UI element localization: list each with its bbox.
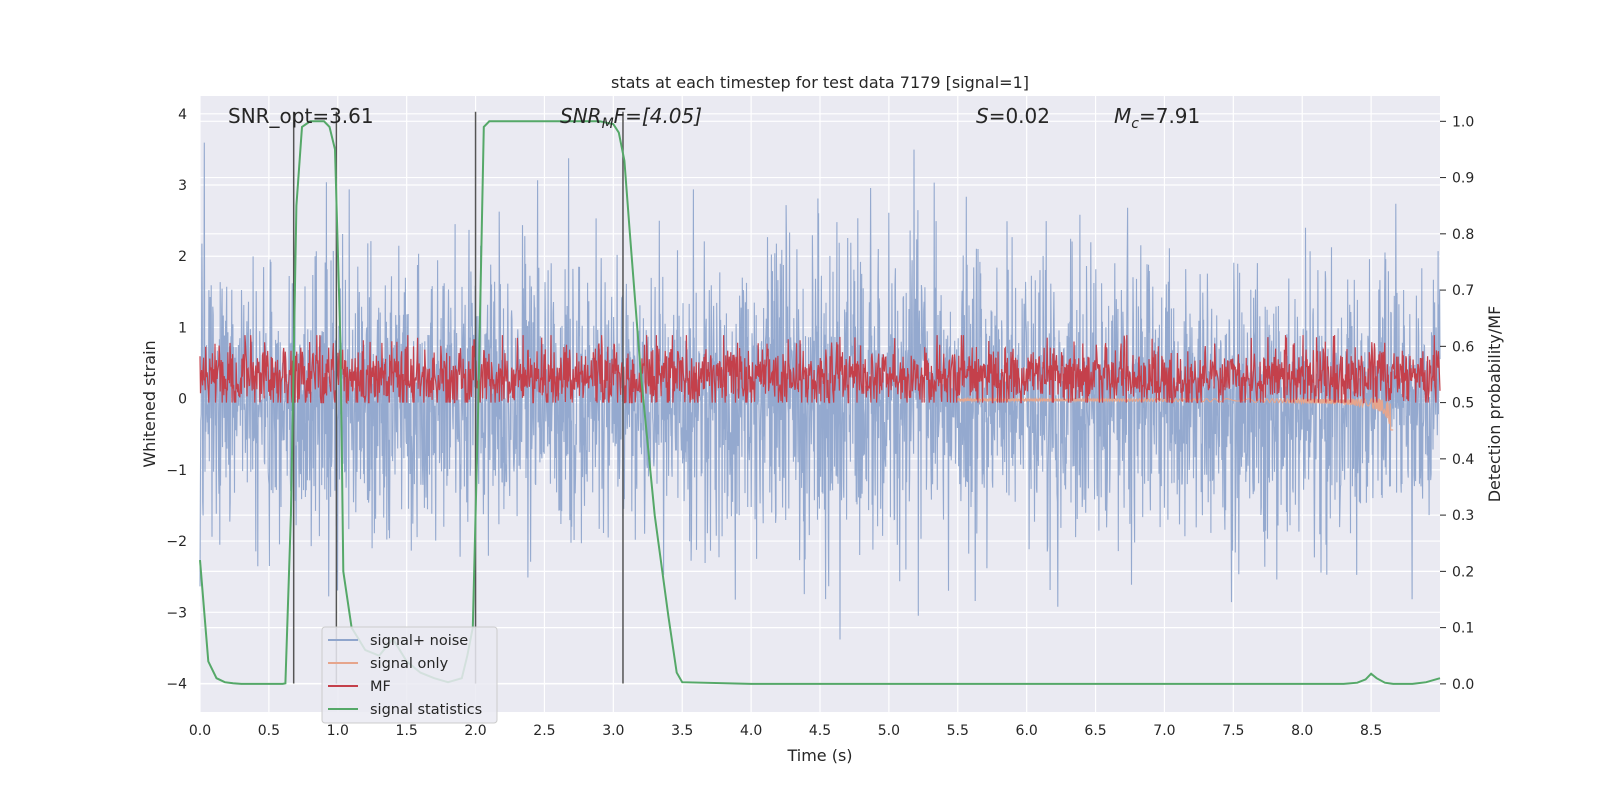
y-right-tick-8: 0.2	[1452, 564, 1474, 580]
y-left-tick-3: 1	[178, 320, 187, 336]
y-left-tick-4: 0	[178, 392, 187, 408]
s-rest: =0.02	[989, 104, 1050, 128]
y-right-tick-9: 0.1	[1452, 621, 1474, 637]
y-right-tick-6: 0.4	[1452, 452, 1474, 468]
y-right-tick-5: 0.5	[1452, 396, 1474, 412]
y-right-tick-3: 0.7	[1452, 283, 1474, 299]
legend: signal+ noise signal only MF signal stat…	[321, 626, 498, 724]
annotation-s: S=0.02	[976, 104, 1050, 128]
signal-statistics-series	[199, 120, 1441, 685]
mc-main: M	[1114, 104, 1131, 128]
y-left-axis-ticks: 4 3 2 1 0 −1 −2 −3 −4	[166, 107, 187, 693]
annotation-snr-opt: SNR_opt=3.61	[228, 104, 374, 128]
x-tick-12: 6.0	[1016, 723, 1038, 739]
y-right-tick-4: 0.6	[1452, 339, 1474, 355]
x-tick-8: 4.0	[740, 723, 762, 739]
x-tick-16: 8.0	[1291, 723, 1313, 739]
x-tick-9: 4.5	[809, 723, 831, 739]
x-tick-1: 0.5	[258, 723, 280, 739]
y-right-tick-7: 0.3	[1452, 508, 1474, 524]
mf-line	[199, 335, 1441, 405]
mf-series	[199, 335, 1441, 405]
x-tick-13: 6.5	[1084, 723, 1106, 739]
snr-mf-rest: F=[4.05]	[614, 104, 702, 128]
y-left-tick-2: 2	[178, 249, 187, 265]
snr-mf-sub: M	[602, 116, 614, 132]
signal-only-series	[957, 396, 1394, 431]
y-left-tick-7: −3	[166, 605, 187, 621]
snr-mf-main: SNR	[560, 104, 602, 128]
y-left-tick-6: −2	[166, 534, 187, 550]
x-tick-0: 0.0	[189, 723, 211, 739]
x-tick-2: 1.0	[327, 723, 349, 739]
y-right-axis-label: Detection probability/MF	[1485, 306, 1504, 503]
y-left-tick-8: −4	[166, 677, 187, 693]
annotation-mc: Mc=7.91	[1114, 104, 1200, 132]
y-left-tick-0: 4	[178, 107, 187, 123]
signal-only-line	[957, 396, 1394, 431]
x-tick-5: 2.5	[533, 723, 555, 739]
x-tick-3: 1.5	[396, 723, 418, 739]
y-right-tick-2: 0.8	[1452, 227, 1474, 243]
y-left-tick-1: 3	[178, 178, 187, 194]
s-main: S	[976, 104, 989, 128]
mc-sub: c	[1131, 116, 1139, 132]
x-axis-ticks: 0.0 0.5 1.0 1.5 2.0 2.5 3.0 3.5 4.0 4.5 5.0 5.5 6.0 6…	[189, 723, 1382, 739]
annotation-snr-mf: SNRMF=[4.05]	[560, 104, 702, 132]
x-tick-15: 7.5	[1222, 723, 1244, 739]
x-axis-label: Time (s)	[786, 746, 852, 765]
y-left-tick-5: −1	[166, 463, 187, 479]
grid	[199, 96, 1440, 712]
x-tick-4: 2.0	[464, 723, 486, 739]
x-tick-11: 5.5	[947, 723, 969, 739]
x-tick-17: 8.5	[1360, 723, 1382, 739]
legend-label-noise: signal+ noise	[370, 633, 468, 649]
legend-box	[321, 626, 498, 724]
x-tick-10: 5.0	[878, 723, 900, 739]
x-tick-6: 3.0	[602, 723, 624, 739]
chart-title: stats at each timestep for test data 717…	[611, 73, 1029, 92]
signal-statistics-line	[199, 120, 1441, 685]
x-tick-7: 3.5	[671, 723, 693, 739]
y-right-tick-0: 1.0	[1452, 114, 1474, 130]
y-right-tick-1: 0.9	[1452, 171, 1474, 187]
legend-label-mf: MF	[370, 679, 391, 695]
mc-rest: =7.91	[1139, 104, 1200, 128]
y-right-tick-10: 0.0	[1452, 677, 1474, 693]
x-tick-14: 7.0	[1153, 723, 1175, 739]
legend-label-signal: signal only	[370, 656, 449, 672]
legend-label-stat: signal statistics	[370, 702, 482, 718]
y-left-axis-label: Whitened strain	[140, 340, 159, 467]
y-right-axis-ticks: 1.0 0.9 0.8 0.7 0.6 0.5 0.4 0.3 0.2 0.1 0.0	[1440, 114, 1474, 693]
